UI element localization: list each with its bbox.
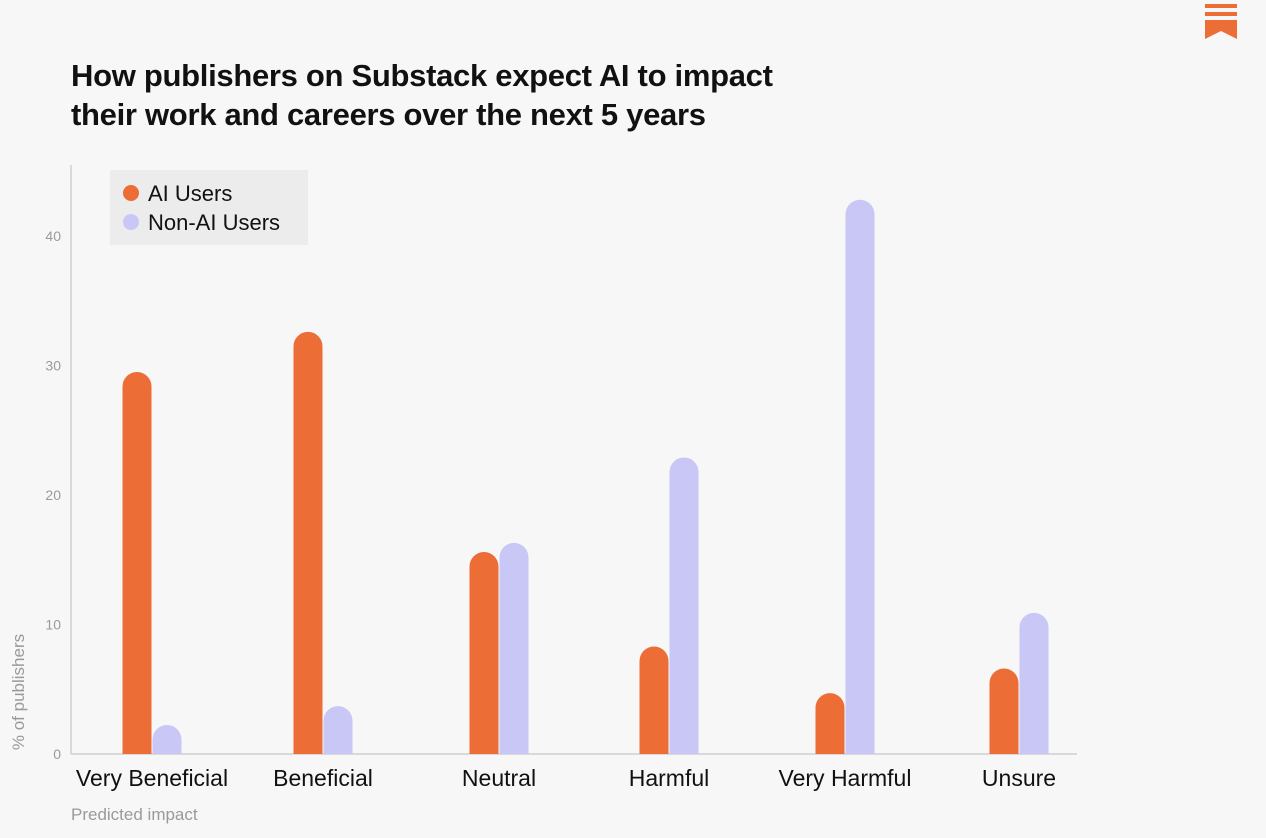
x-axis-label: Predicted impact <box>71 805 198 824</box>
bar-ai-users <box>122 371 152 754</box>
x-tick-label: Neutral <box>462 765 536 791</box>
x-tick-label: Very Beneficial <box>76 765 228 791</box>
bar-non-ai-users <box>669 457 699 754</box>
y-tick-label: 30 <box>45 358 61 374</box>
x-tick-label: Very Harmful <box>779 765 912 791</box>
chart-title: How publishers on Substack expect AI to … <box>71 56 831 134</box>
legend-swatch-non-ai-users <box>123 214 139 230</box>
legend-background <box>110 170 308 245</box>
x-tick-label: Beneficial <box>273 765 373 791</box>
chart-title-line-1: How publishers on Substack expect AI to … <box>71 58 773 93</box>
bar-ai-users <box>469 551 499 754</box>
bar-non-ai-users <box>1019 612 1049 754</box>
legend: AI Users Non-AI Users <box>110 170 308 245</box>
y-axis-label: % of publishers <box>9 634 28 750</box>
substack-logo-icon <box>1205 4 1237 40</box>
y-tick-label: 0 <box>53 746 61 762</box>
x-axis-categories: Very Beneficial Beneficial Neutral Harmful V… <box>76 765 1056 791</box>
chart-title-line-2: their work and careers over the next 5 y… <box>71 97 706 132</box>
bar-non-ai-users <box>152 725 182 754</box>
bar-non-ai-users <box>845 199 875 755</box>
bar-non-ai-users <box>499 542 529 754</box>
bar-ai-users <box>639 646 669 754</box>
bars <box>122 199 1049 755</box>
legend-label-non-ai-users: Non-AI Users <box>148 210 280 235</box>
legend-swatch-ai-users <box>123 185 139 201</box>
x-tick-label: Harmful <box>629 765 710 791</box>
bar-ai-users <box>293 331 323 754</box>
y-axis-ticks: 0 10 20 30 40 <box>45 228 61 762</box>
y-tick-label: 20 <box>45 487 61 503</box>
y-tick-label: 10 <box>45 617 61 633</box>
y-tick-label: 40 <box>45 228 61 244</box>
x-tick-label: Unsure <box>982 765 1056 791</box>
bar-ai-users <box>815 693 845 754</box>
bar-non-ai-users <box>323 706 353 754</box>
legend-label-ai-users: AI Users <box>148 181 232 206</box>
bar-ai-users <box>989 668 1019 754</box>
